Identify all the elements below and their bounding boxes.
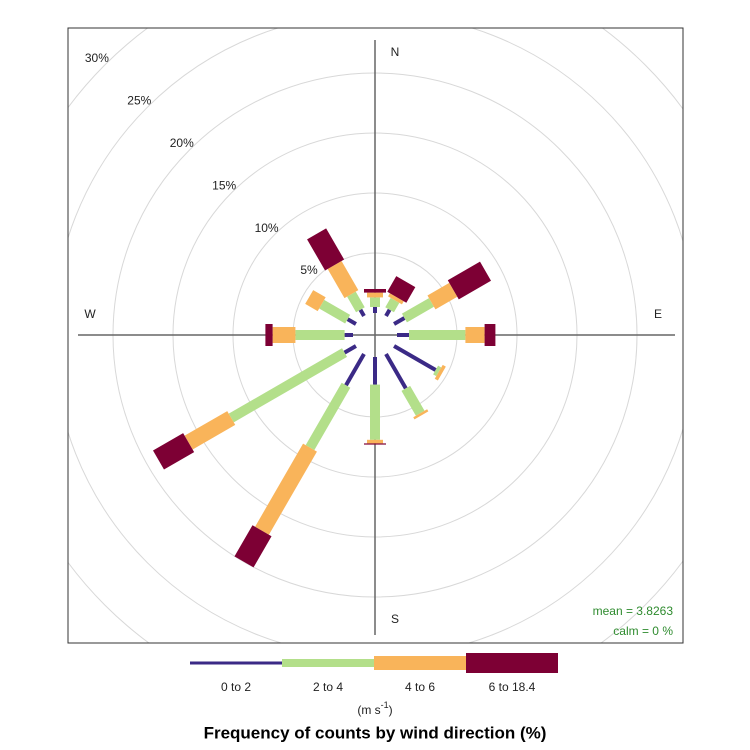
rose-bar <box>413 409 429 420</box>
rose-bar <box>305 290 326 312</box>
rose-bar <box>305 382 351 451</box>
rose-bar <box>272 327 296 343</box>
calm-label: calm = 0 % <box>613 624 673 638</box>
rose-bar <box>367 439 383 444</box>
rose-bar <box>234 525 272 568</box>
rose-bar <box>465 327 485 343</box>
legend: 0 to 2 2 to 4 4 to 6 6 to 18.4 <box>190 653 558 694</box>
rose-bar <box>397 333 409 337</box>
rose-bar <box>255 443 317 535</box>
legend-label: 0 to 2 <box>221 680 251 694</box>
rose-bar <box>447 261 492 300</box>
rose-bar <box>327 261 359 299</box>
rose-bar <box>393 344 437 372</box>
rose-bar <box>295 330 345 340</box>
rose-bar <box>370 384 380 440</box>
compass-label: E <box>654 307 662 321</box>
rose-bar <box>344 353 366 387</box>
rose-bar <box>434 364 446 381</box>
rose-bar <box>307 228 345 271</box>
rose-bar <box>373 357 377 385</box>
ring-label: 15% <box>212 178 236 192</box>
unit-text: (m s <box>357 703 380 717</box>
rose-bar <box>364 443 386 445</box>
legend-label: 4 to 6 <box>405 680 435 694</box>
rose-bar <box>373 307 377 313</box>
legend-swatch <box>466 653 558 673</box>
rose-bar <box>152 433 195 470</box>
rose-bar <box>319 299 351 324</box>
rose-bar <box>344 333 354 337</box>
rose-bar <box>393 316 406 326</box>
unit-text: ) <box>389 703 393 717</box>
rose-bar <box>184 411 236 450</box>
rose-bar <box>401 385 425 416</box>
legend-label: 2 to 4 <box>313 680 343 694</box>
rose-bar <box>427 282 458 310</box>
rose-bar <box>408 330 466 340</box>
ring-label: 30% <box>85 51 109 65</box>
rose-bar <box>343 344 357 355</box>
unit-exponent: -1 <box>381 700 389 710</box>
compass-label: N <box>391 45 400 59</box>
rose-bar <box>388 293 404 305</box>
ring-label: 10% <box>255 221 279 235</box>
rose-bar <box>401 298 434 323</box>
compass-label: W <box>84 307 96 321</box>
legend-label: 6 to 18.4 <box>489 680 536 694</box>
rose-bar <box>384 308 392 317</box>
rose-bar <box>364 289 386 293</box>
ring-label: 35% <box>42 9 66 23</box>
rose-bar <box>370 297 380 307</box>
rose-bar <box>385 297 400 313</box>
rose-bar <box>346 317 357 326</box>
compass-label: S <box>391 612 399 626</box>
rose-bar <box>347 291 365 313</box>
rose-bar <box>384 353 408 390</box>
mean-label: mean = 3.8263 <box>593 604 674 618</box>
ring-label: 25% <box>127 93 151 107</box>
rose-bar <box>433 365 442 377</box>
ring-label: 5% <box>300 263 318 277</box>
rose-bar <box>387 276 416 303</box>
rose-bar <box>228 348 348 423</box>
chart-title: Frequency of counts by wind direction (%… <box>204 723 547 742</box>
rose-bar <box>265 324 273 346</box>
rose-bar <box>358 308 366 317</box>
ring-label: 20% <box>170 136 194 150</box>
legend-swatch <box>374 656 466 670</box>
plot-frame <box>67 27 684 644</box>
rose-bar <box>367 292 383 298</box>
unit-label: (m s-1) <box>357 700 392 717</box>
legend-swatch <box>190 661 282 665</box>
legend-swatch <box>282 659 374 667</box>
rose-bar <box>484 324 496 346</box>
